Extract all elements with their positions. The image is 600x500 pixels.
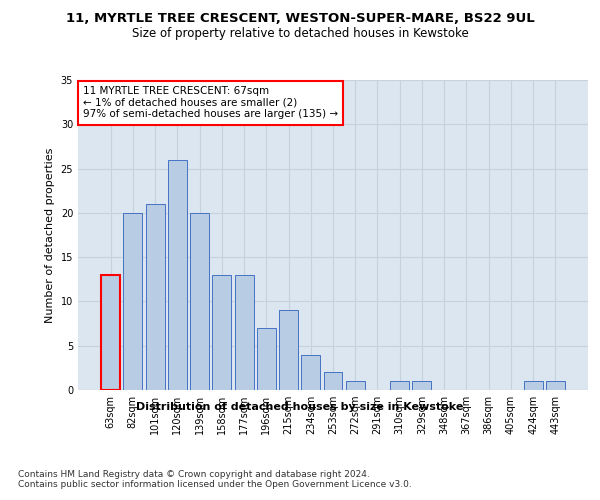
Bar — [212, 275, 231, 390]
Bar — [346, 381, 365, 390]
Text: Distribution of detached houses by size in Kewstoke: Distribution of detached houses by size … — [136, 402, 464, 412]
Bar — [279, 310, 298, 390]
Bar — [524, 381, 542, 390]
Bar — [124, 213, 142, 390]
Bar — [235, 275, 254, 390]
Bar — [101, 275, 120, 390]
Bar — [546, 381, 565, 390]
Text: 11 MYRTLE TREE CRESCENT: 67sqm
← 1% of detached houses are smaller (2)
97% of se: 11 MYRTLE TREE CRESCENT: 67sqm ← 1% of d… — [83, 86, 338, 120]
Bar — [301, 354, 320, 390]
Bar — [412, 381, 431, 390]
Bar — [390, 381, 409, 390]
Bar — [257, 328, 276, 390]
Text: Size of property relative to detached houses in Kewstoke: Size of property relative to detached ho… — [131, 28, 469, 40]
Bar — [146, 204, 164, 390]
Bar — [323, 372, 343, 390]
Bar — [190, 213, 209, 390]
Bar — [168, 160, 187, 390]
Text: 11, MYRTLE TREE CRESCENT, WESTON-SUPER-MARE, BS22 9UL: 11, MYRTLE TREE CRESCENT, WESTON-SUPER-M… — [65, 12, 535, 26]
Y-axis label: Number of detached properties: Number of detached properties — [45, 148, 55, 322]
Text: Contains HM Land Registry data © Crown copyright and database right 2024.
Contai: Contains HM Land Registry data © Crown c… — [18, 470, 412, 490]
